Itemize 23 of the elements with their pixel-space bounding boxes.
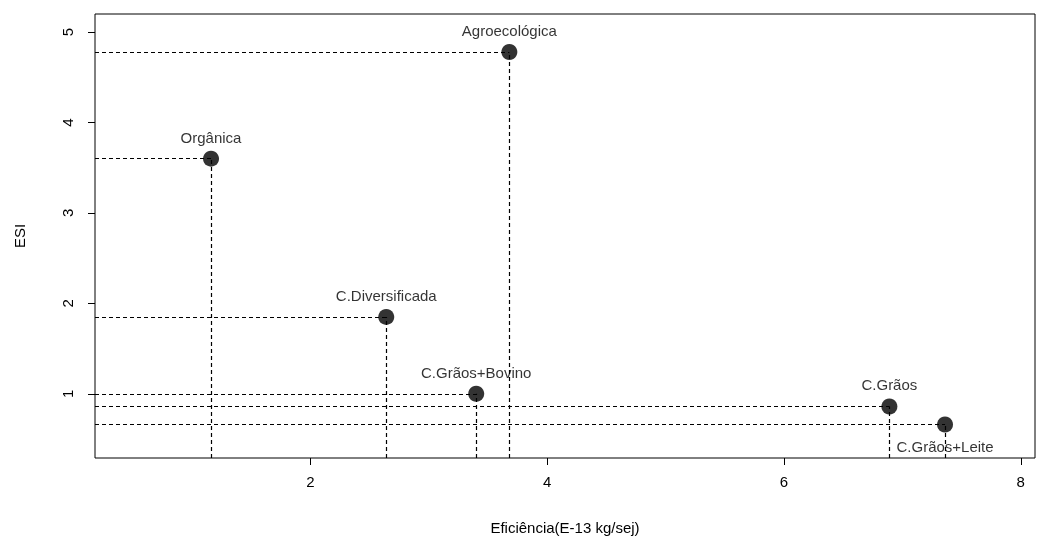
- series-label: C.Diversificada: [335, 286, 438, 304]
- series-label: C.Grãos: [861, 376, 918, 394]
- point: [501, 43, 518, 60]
- point: [468, 385, 485, 402]
- series-label: C.Grãos+Bovino: [420, 363, 532, 381]
- point: [881, 398, 898, 415]
- point: [937, 416, 954, 433]
- y-tick-label: 3: [59, 208, 76, 218]
- x-tick-label: 6: [779, 473, 789, 490]
- y-axis-title: ESI: [11, 223, 28, 249]
- series-label: C.Grãos+Leite: [896, 437, 994, 455]
- y-tick-label: 1: [59, 389, 76, 398]
- x-tick-label: 8: [1016, 473, 1025, 490]
- point: [378, 308, 395, 325]
- x-axis-title: Eficiência(E-13 kg/sej): [490, 519, 640, 536]
- x-tick-label: 4: [543, 473, 552, 490]
- point: [203, 150, 220, 167]
- y-tick-label: 4: [59, 118, 76, 127]
- series-label: Orgânica: [180, 128, 243, 146]
- y-tick-label: 2: [59, 299, 76, 308]
- y-tick-label: 5: [59, 27, 76, 37]
- series-label: Agroecológica: [461, 21, 558, 39]
- x-tick-label: 2: [306, 473, 315, 490]
